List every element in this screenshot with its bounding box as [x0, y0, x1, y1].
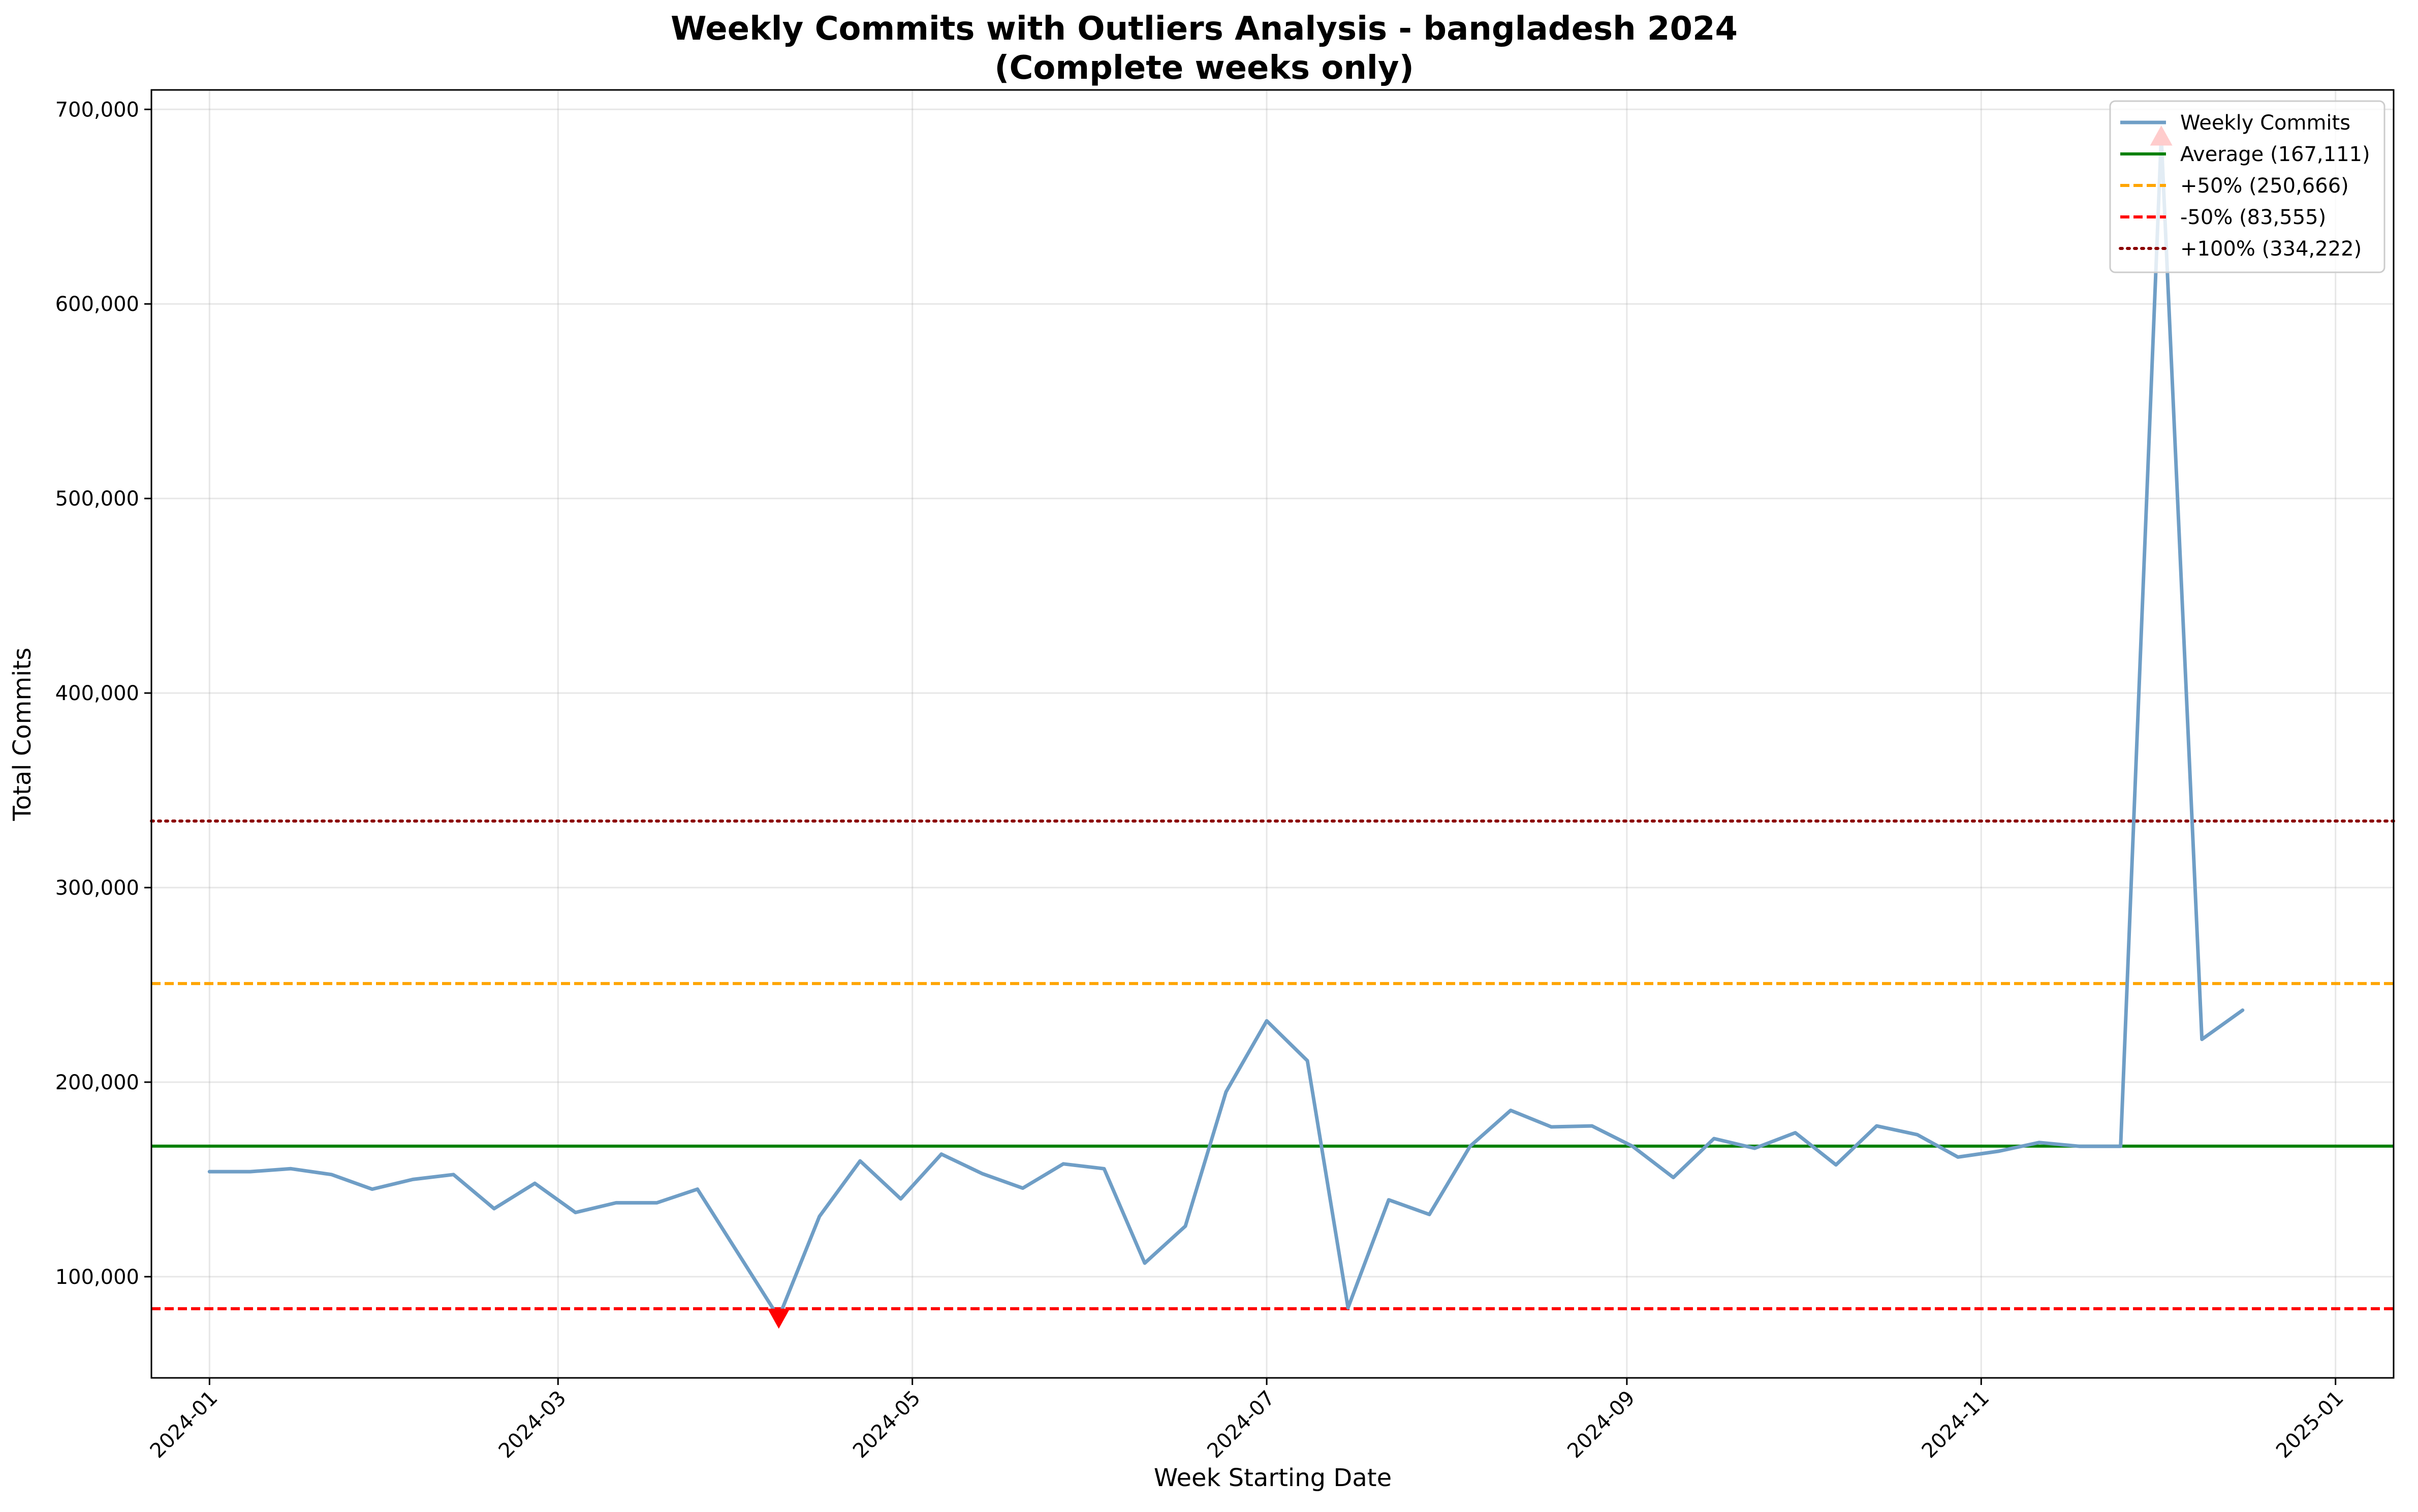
- legend: Weekly Commits Average (167,111) +50% (250…: [2109, 100, 2385, 273]
- legend-label: +100% (334,222): [2180, 237, 2362, 261]
- y-tick-label: 700,000: [55, 98, 139, 121]
- y-tick-label: 500,000: [55, 487, 139, 511]
- y-axis: 100,000 200,000 300,000 400,000 500,000 600,0…: [55, 98, 151, 1289]
- legend-label: Weekly Commits: [2180, 111, 2350, 135]
- legend-label: +50% (250,666): [2180, 174, 2349, 198]
- y-tick-label: 200,000: [55, 1071, 139, 1094]
- outlier-marker: [767, 1308, 790, 1329]
- legend-label: Average (167,111): [2180, 143, 2370, 166]
- y-axis-label: Total Commits: [8, 648, 37, 822]
- y-tick-label: 300,000: [55, 876, 139, 900]
- chart-title: Weekly Commits with Outliers Analysis - …: [671, 10, 1738, 48]
- series-layer: [207, 135, 2245, 1319]
- y-tick-label: 400,000: [55, 682, 139, 705]
- plot-frame: [150, 89, 2395, 1379]
- x-axis-label: Week Starting Date: [1154, 1464, 1392, 1492]
- grid: [151, 90, 2394, 1378]
- legend-label: -50% (83,555): [2180, 206, 2326, 229]
- chart-subtitle: (Complete weeks only): [994, 49, 1414, 87]
- y-tick-label: 600,000: [55, 293, 139, 316]
- series-line: [207, 135, 2245, 1319]
- y-tick-label: 100,000: [55, 1266, 139, 1289]
- legend-box: [2109, 100, 2385, 273]
